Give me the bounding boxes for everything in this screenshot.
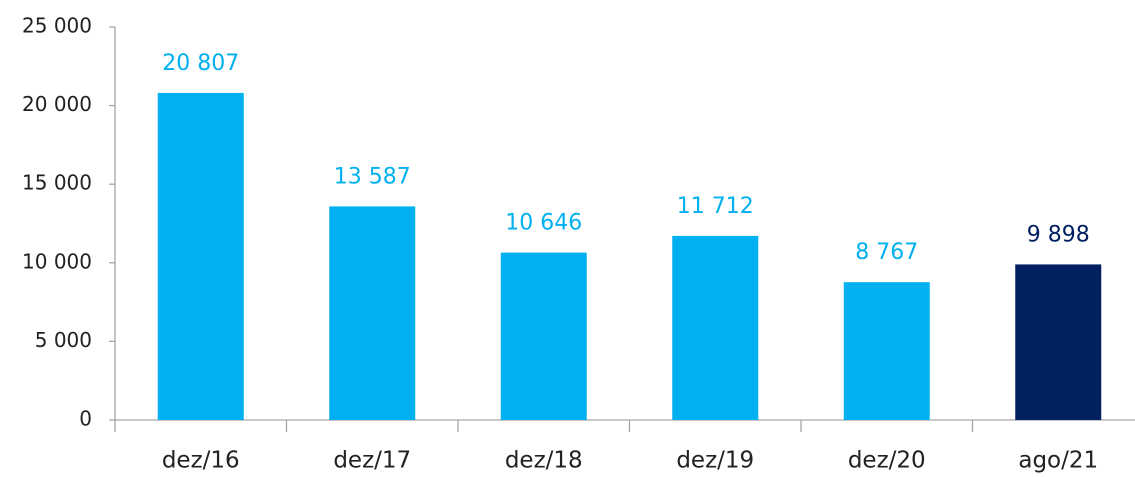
value-label: 9 898 — [1027, 222, 1090, 247]
value-label: 13 587 — [334, 164, 411, 189]
value-label: 8 767 — [855, 240, 918, 265]
bar — [329, 206, 416, 420]
bar — [843, 282, 930, 420]
y-tick-label: 10 000 — [22, 249, 92, 273]
bar — [672, 235, 759, 420]
x-tick-label: dez/17 — [333, 448, 411, 474]
y-tick-label: 0 — [79, 407, 92, 431]
y-tick-label: 20 000 — [22, 92, 92, 116]
y-tick-label: 25 000 — [22, 14, 92, 38]
bar — [157, 92, 244, 420]
x-tick-label: ago/21 — [1018, 448, 1098, 474]
value-label: 20 807 — [162, 51, 239, 76]
x-tick-label: dez/20 — [848, 448, 926, 474]
value-label: 11 712 — [677, 194, 754, 219]
bar — [500, 252, 587, 420]
x-tick-label: dez/19 — [676, 448, 754, 474]
value-label: 10 646 — [505, 211, 582, 236]
x-tick-label: dez/16 — [162, 448, 240, 474]
bar — [1015, 264, 1102, 420]
y-tick-label: 15 000 — [22, 171, 92, 195]
y-tick-label: 5 000 — [35, 328, 92, 352]
x-tick-label: dez/18 — [505, 448, 583, 474]
